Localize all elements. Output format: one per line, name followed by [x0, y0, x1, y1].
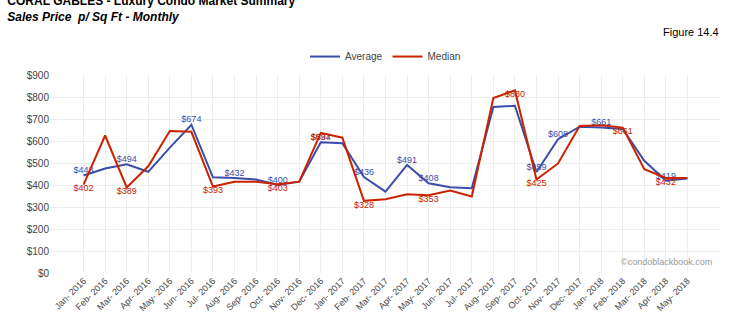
svg-text:$661: $661	[591, 117, 611, 127]
svg-text:Dec- 2016: Dec- 2016	[289, 276, 325, 312]
svg-text:Jun- 2017: Jun- 2017	[419, 276, 454, 311]
svg-text:Jul- 2017: Jul- 2017	[443, 276, 476, 309]
svg-text:$353: $353	[419, 194, 439, 204]
svg-text:$637: $637	[311, 132, 331, 142]
svg-text:Sep- 2016: Sep- 2016	[224, 276, 260, 312]
svg-text:Aug- 2017: Aug- 2017	[461, 276, 497, 312]
svg-text:$402: $402	[74, 183, 94, 193]
svg-text:Oct- 2016: Oct- 2016	[247, 276, 282, 311]
svg-text:May- 2018: May- 2018	[655, 276, 692, 313]
svg-text:Feb- 2018: Feb- 2018	[591, 276, 627, 312]
svg-text:$674: $674	[181, 114, 201, 124]
svg-text:$425: $425	[526, 178, 546, 188]
svg-text:$459: $459	[526, 162, 546, 172]
svg-text:Nov- 2017: Nov- 2017	[526, 276, 562, 312]
svg-text:$300: $300	[27, 202, 50, 213]
svg-text:$389: $389	[117, 186, 137, 196]
svg-text:$432: $432	[225, 168, 245, 178]
svg-text:$800: $800	[27, 92, 50, 103]
svg-text:Apr- 2016: Apr- 2016	[118, 276, 153, 311]
svg-text:Jul- 2016: Jul- 2016	[184, 276, 217, 309]
svg-text:$436: $436	[354, 167, 374, 177]
svg-text:Oct- 2017: Oct- 2017	[506, 276, 541, 311]
svg-text:$900: $900	[27, 70, 50, 81]
svg-text:CORAL GABLES - Luxury Condo Ma: CORAL GABLES - Luxury Condo Market Summa…	[7, 0, 295, 24]
svg-text:$328: $328	[354, 200, 374, 210]
svg-text:$491: $491	[397, 155, 417, 165]
svg-text:$830: $830	[505, 89, 525, 99]
svg-text:Feb- 2017: Feb- 2017	[332, 276, 368, 312]
svg-text:$403: $403	[268, 183, 288, 193]
svg-text:$494: $494	[117, 154, 137, 164]
svg-text:$600: $600	[27, 136, 50, 147]
svg-text:$500: $500	[27, 158, 50, 169]
svg-text:$661: $661	[613, 126, 633, 136]
svg-text:Sep- 2017: Sep- 2017	[483, 276, 519, 312]
svg-text:Jan- 2017: Jan- 2017	[312, 276, 347, 311]
svg-text:$0: $0	[38, 268, 50, 279]
svg-text:May- 2017: May- 2017	[396, 276, 433, 313]
svg-text:$443: $443	[74, 165, 94, 175]
svg-text:Jan- 2018: Jan- 2018	[570, 276, 605, 311]
svg-text:$100: $100	[27, 246, 50, 257]
svg-text:$400: $400	[27, 180, 50, 191]
svg-text:$608: $608	[548, 129, 568, 139]
svg-text:$594: $594	[311, 132, 331, 142]
svg-text:$408: $408	[419, 173, 439, 183]
svg-text:$700: $700	[27, 114, 50, 125]
svg-text:Aug- 2016: Aug- 2016	[203, 276, 239, 312]
svg-text:©condoblackbook.com: ©condoblackbook.com	[621, 257, 712, 267]
svg-text:Nov- 2016: Nov- 2016	[267, 276, 303, 312]
svg-text:Jun- 2016: Jun- 2016	[161, 276, 196, 311]
svg-text:$419: $419	[656, 171, 676, 181]
svg-text:Mar- 2016: Mar- 2016	[95, 276, 131, 312]
svg-text:Mar- 2017: Mar- 2017	[354, 276, 390, 312]
svg-text:$432: $432	[656, 177, 676, 187]
svg-text:$200: $200	[27, 224, 50, 235]
svg-text:Jan- 2016: Jan- 2016	[53, 276, 88, 311]
svg-text:$393: $393	[203, 185, 223, 195]
svg-text:Apr- 2018: Apr- 2018	[635, 276, 670, 311]
svg-text:Average: Average	[345, 51, 383, 62]
svg-text:$400: $400	[268, 175, 288, 185]
svg-text:Median: Median	[428, 51, 461, 62]
svg-text:Apr- 2017: Apr- 2017	[377, 276, 412, 311]
svg-text:Mar- 2018: Mar- 2018	[613, 276, 649, 312]
svg-text:Figure 14.4: Figure 14.4	[663, 26, 719, 38]
svg-text:Feb- 2016: Feb- 2016	[74, 276, 110, 312]
svg-text:May- 2016: May- 2016	[137, 276, 174, 313]
svg-text:Dec- 2017: Dec- 2017	[548, 276, 584, 312]
